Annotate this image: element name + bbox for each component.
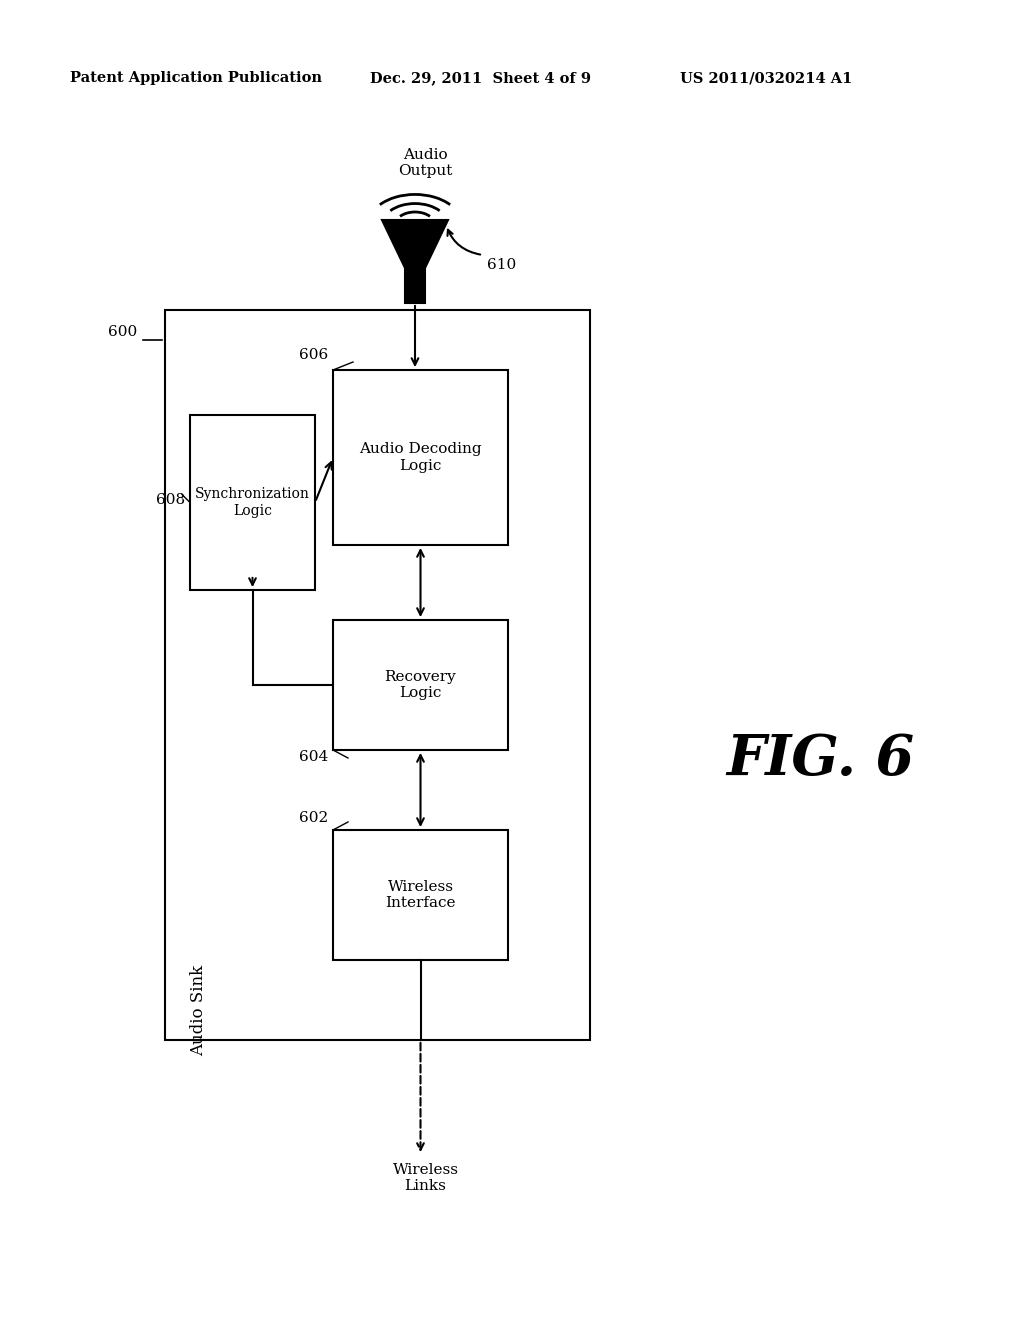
Text: 600: 600 [108,325,137,339]
Text: Audio Decoding
Logic: Audio Decoding Logic [359,442,482,473]
Text: 610: 610 [487,257,516,272]
Text: Recovery
Logic: Recovery Logic [385,671,457,700]
Text: 606: 606 [299,348,328,362]
Text: Patent Application Publication: Patent Application Publication [70,71,322,84]
Text: Wireless
Interface: Wireless Interface [385,880,456,909]
Bar [333,620,508,750]
Text: FIG. 6: FIG. 6 [726,733,914,788]
Text: 608: 608 [156,492,185,507]
Polygon shape [406,268,425,304]
Bar [333,830,508,960]
Text: Dec. 29, 2011  Sheet 4 of 9: Dec. 29, 2011 Sheet 4 of 9 [370,71,591,84]
Text: 604: 604 [299,750,328,764]
Polygon shape [382,220,449,268]
Bar [190,414,315,590]
Text: US 2011/0320214 A1: US 2011/0320214 A1 [680,71,852,84]
Text: Synchronization
Logic: Synchronization Logic [195,487,310,517]
Text: Audio Sink: Audio Sink [190,965,207,1056]
Bar [333,370,508,545]
Bar [165,310,590,1040]
Text: Audio
Output: Audio Output [397,148,453,178]
Text: Wireless
Links: Wireless Links [392,1163,459,1193]
Text: 602: 602 [299,810,328,825]
